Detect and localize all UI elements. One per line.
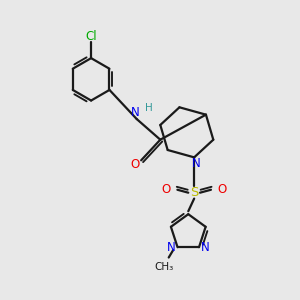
Text: S: S xyxy=(190,186,198,199)
Text: N: N xyxy=(192,157,201,170)
Text: O: O xyxy=(130,158,139,171)
Text: H: H xyxy=(145,103,153,113)
Text: CH₃: CH₃ xyxy=(155,262,174,272)
Text: N: N xyxy=(201,241,210,254)
Text: N: N xyxy=(167,241,176,254)
Text: Cl: Cl xyxy=(85,29,97,43)
Text: O: O xyxy=(162,183,171,196)
Text: O: O xyxy=(217,183,226,196)
Text: N: N xyxy=(131,106,140,119)
